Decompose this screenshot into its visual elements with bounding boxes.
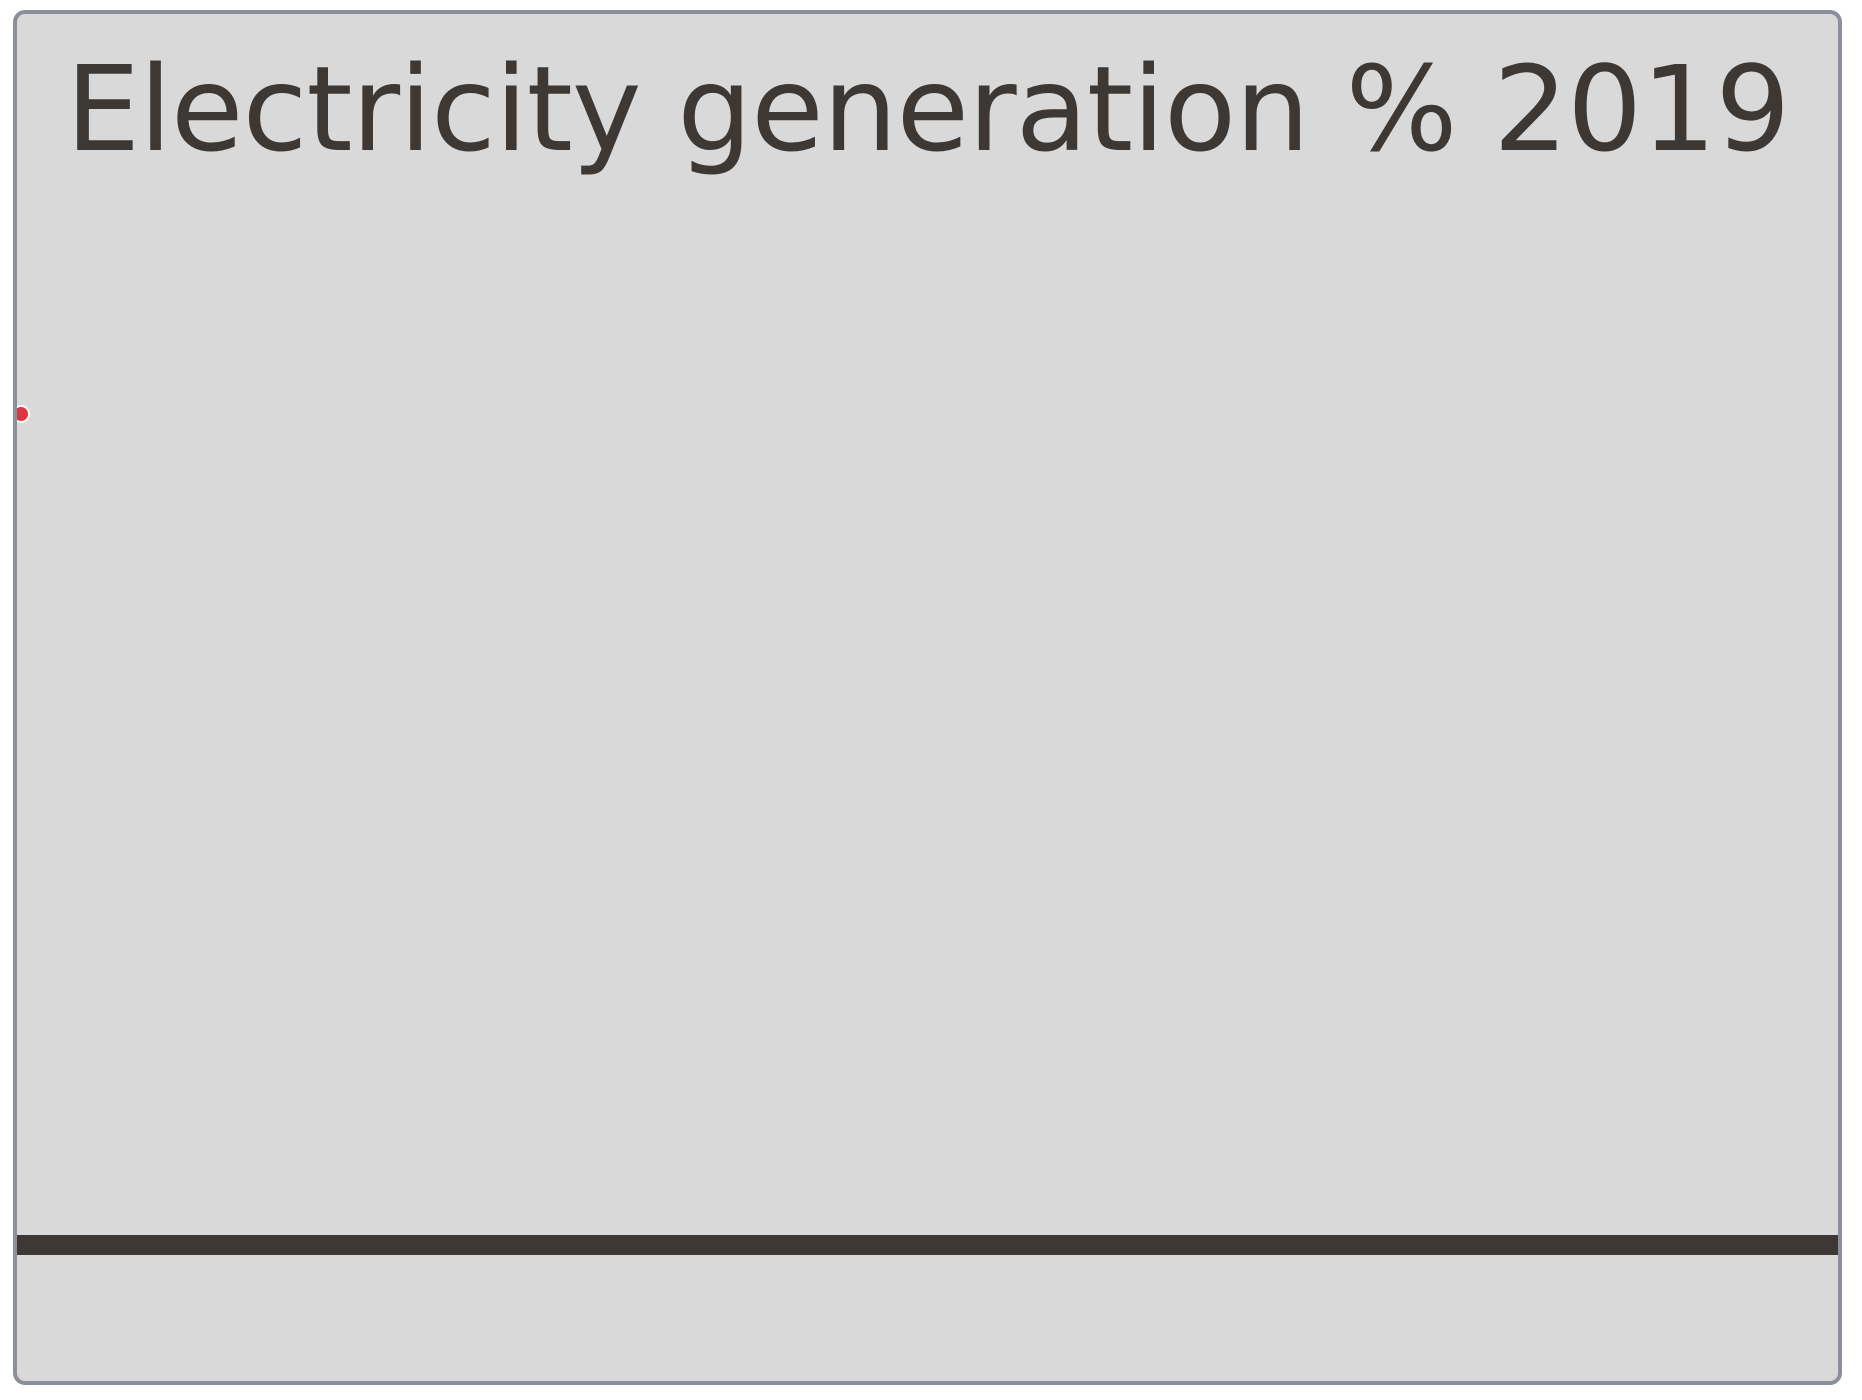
plot-area	[17, 405, 1838, 1255]
chart-panel: Electricity generation % 2019	[13, 10, 1842, 1385]
data-point-marker	[17, 405, 30, 423]
chart-title: Electricity generation % 2019	[65, 40, 1791, 178]
